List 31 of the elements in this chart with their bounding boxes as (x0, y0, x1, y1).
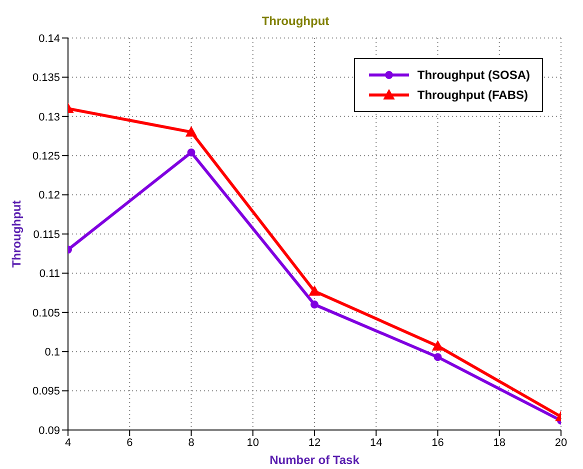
y-tick-label: 0.1 (44, 346, 60, 359)
y-tick-label: 0.105 (32, 307, 60, 320)
y-tick-label: 0.095 (32, 386, 60, 398)
y-tick-label: 0.12 (38, 190, 60, 202)
legend-label: Throughput (FABS) (417, 88, 528, 102)
x-tick-label: 14 (370, 436, 382, 449)
y-tick-label: 0.09 (38, 424, 60, 437)
y-axis-title: Throughput (9, 200, 24, 268)
x-tick-label: 4 (64, 436, 72, 449)
legend-label: Throughput (SOSA) (417, 68, 530, 82)
x-tick-label: 6 (126, 436, 133, 449)
chart-title: Throughput (260, 13, 330, 30)
y-tick-label: 0.11 (39, 268, 60, 280)
x-axis-title: Number of Task (270, 453, 360, 467)
point (186, 126, 197, 137)
y-tick-label: 0.135 (32, 72, 60, 84)
x-tick-label: 12 (308, 436, 321, 449)
y-tick-label: 0.14 (38, 32, 60, 45)
point (434, 353, 442, 362)
point (432, 340, 444, 351)
point (310, 300, 318, 309)
y-tick-label: 0.125 (32, 150, 60, 163)
y-tick-label: 0.13 (38, 111, 60, 124)
x-tick-label: 16 (432, 436, 444, 449)
x-tick-label: 10 (246, 436, 259, 449)
x-tick-label: 20 (554, 436, 568, 449)
x-tick-label: 8 (188, 436, 194, 449)
point (187, 148, 196, 156)
x-tick-label: 18 (493, 436, 506, 449)
point (309, 286, 320, 296)
y-tick-label: 0.115 (33, 228, 60, 241)
